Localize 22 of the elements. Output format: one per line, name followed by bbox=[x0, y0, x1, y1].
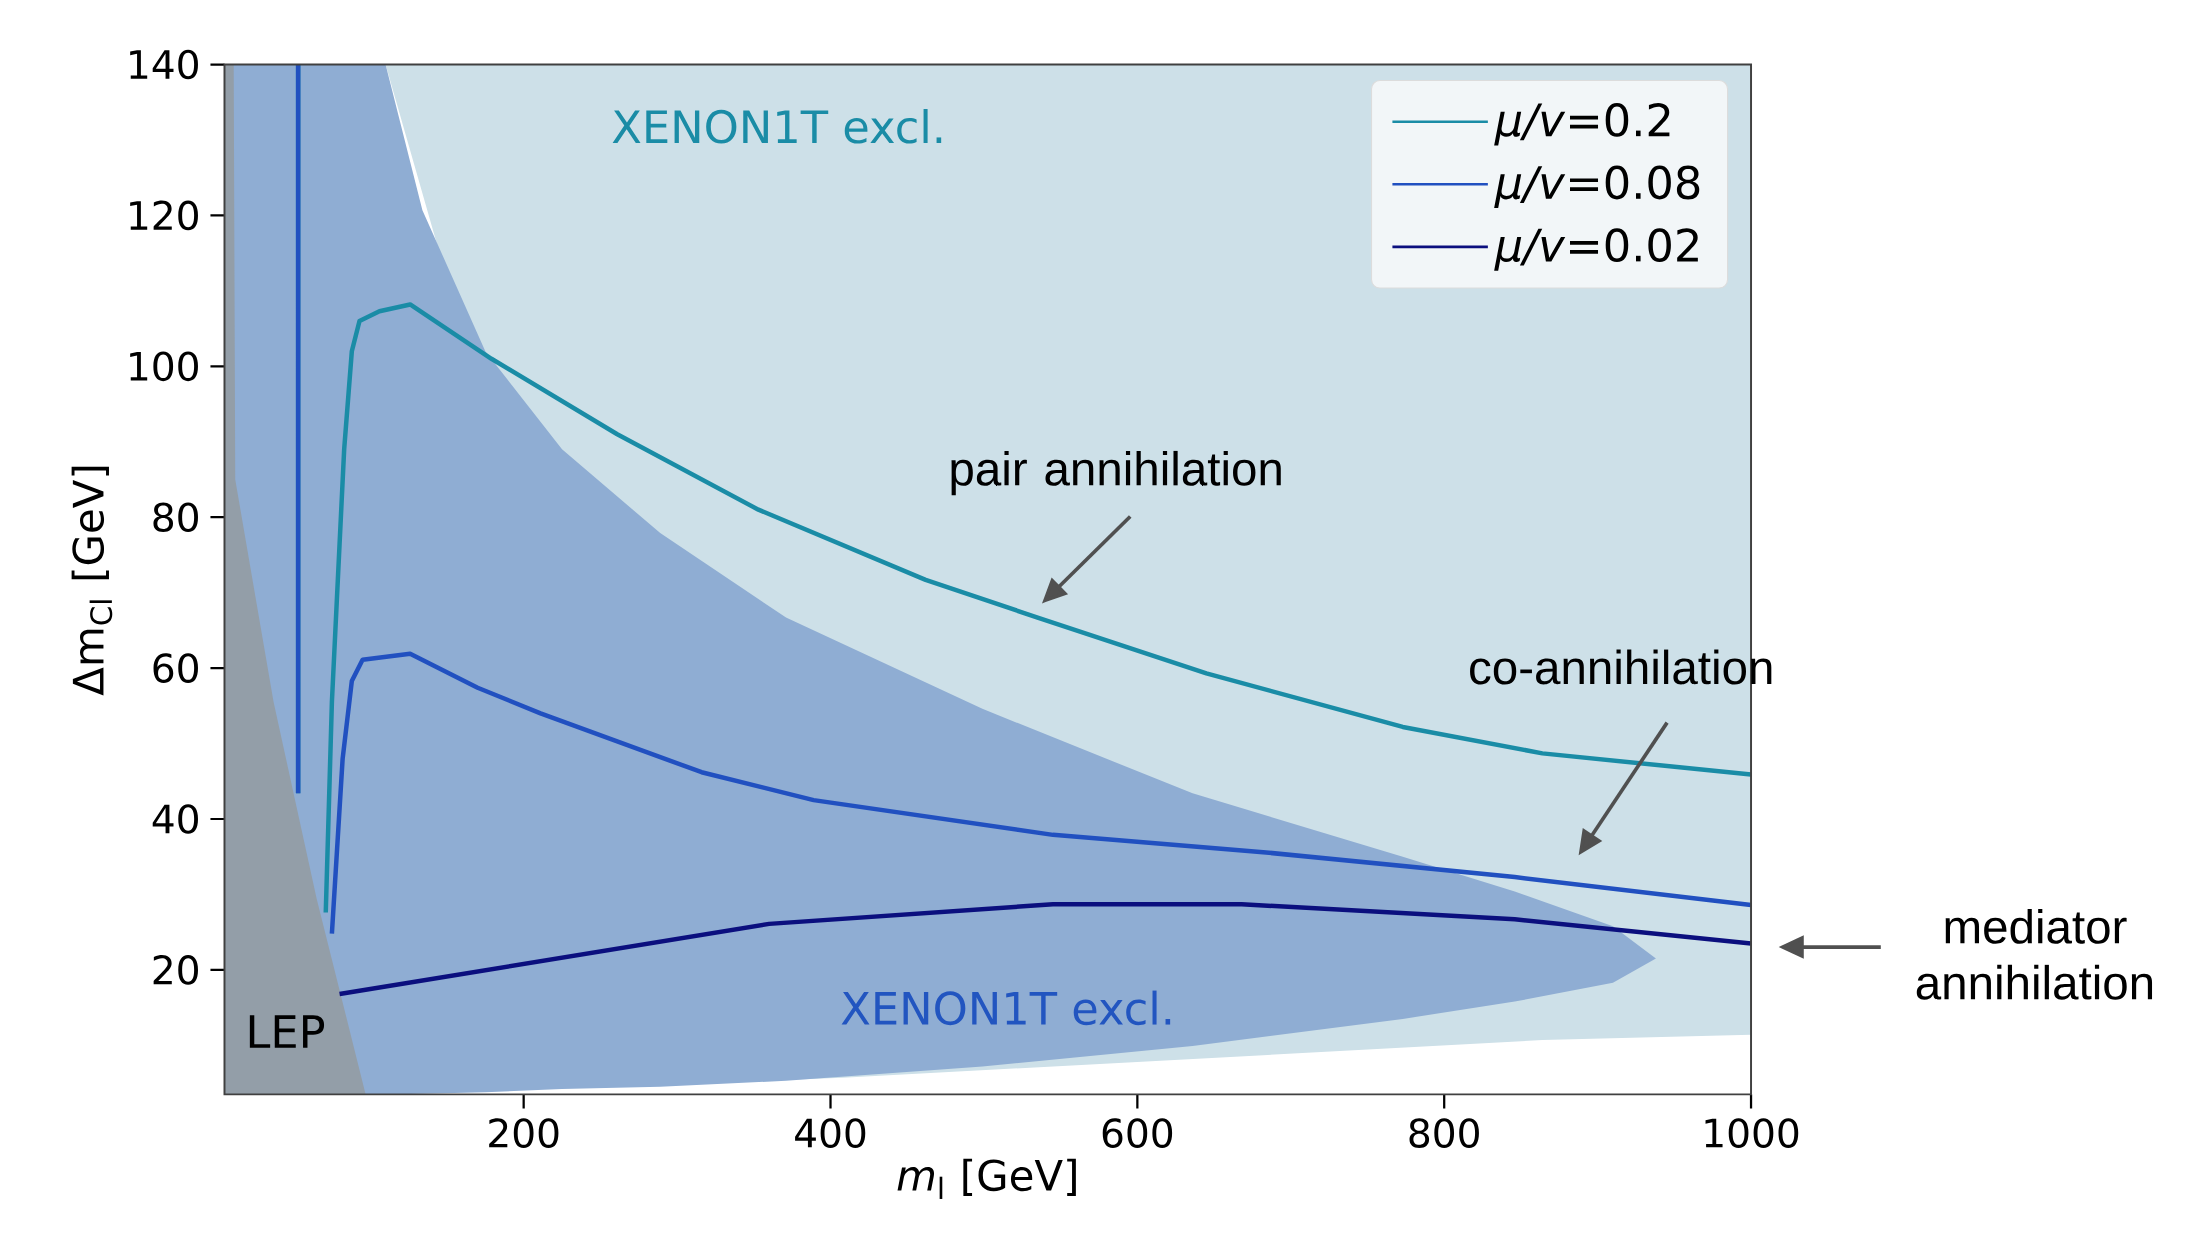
y-tick-label: 60 bbox=[153, 653, 198, 684]
text: mediator annihilation bbox=[1916, 909, 2153, 1000]
y-tick-label: 140 bbox=[130, 49, 198, 80]
x-tick-label: 1000 bbox=[1705, 1118, 1799, 1149]
y-tick-label: 20 bbox=[153, 955, 198, 985]
y-tick-label: 100 bbox=[130, 351, 198, 382]
y-tick-label: 80 bbox=[153, 502, 198, 533]
x-tick-label: 400 bbox=[795, 1118, 866, 1149]
annotation: pair annihilation bbox=[951, 451, 1281, 496]
legend-label: μ/v=0.08 bbox=[1494, 165, 1700, 209]
series-label: XENON1T excl. bbox=[612, 109, 942, 144]
y-tick-label: 120 bbox=[130, 200, 198, 231]
x-tick-label: 600 bbox=[1102, 1118, 1173, 1149]
legend-label: μ/v=0.2 bbox=[1494, 103, 1670, 146]
legend-label: μ/v=0.02 bbox=[1494, 228, 1698, 271]
x-axis-title: m$_{l}$ [GeV] bbox=[897, 1158, 1076, 1200]
x-tick-label: 800 bbox=[1409, 1118, 1479, 1149]
series-label: LEP bbox=[249, 1015, 325, 1048]
series-label: XENON1T excl. bbox=[841, 990, 1171, 1026]
y-axis-title: Δm$_{Cl}$ [GeV] bbox=[71, 466, 113, 696]
y-tick-label: 40 bbox=[152, 804, 198, 834]
x-tick-label: 200 bbox=[489, 1118, 559, 1149]
